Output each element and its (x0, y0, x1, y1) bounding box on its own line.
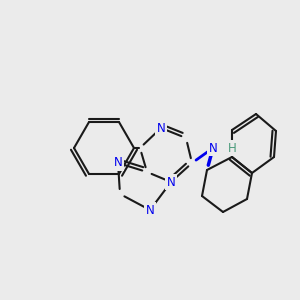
Text: N: N (146, 203, 154, 217)
Text: N: N (114, 157, 122, 169)
Text: N: N (208, 142, 217, 154)
Text: H: H (228, 142, 236, 154)
Text: N: N (167, 176, 176, 188)
Text: N: N (157, 122, 165, 134)
